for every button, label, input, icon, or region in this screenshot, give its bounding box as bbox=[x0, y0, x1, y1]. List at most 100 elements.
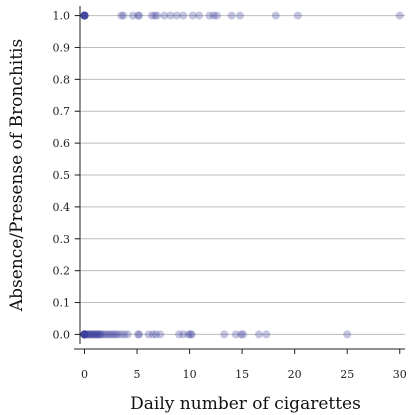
data-point bbox=[227, 11, 236, 20]
data-point bbox=[112, 330, 121, 339]
data-point bbox=[95, 330, 104, 339]
data-point bbox=[80, 330, 89, 339]
data-point bbox=[160, 11, 169, 20]
data-point bbox=[117, 11, 126, 20]
data-point bbox=[83, 330, 92, 339]
data-point bbox=[395, 11, 404, 20]
data-point bbox=[220, 330, 229, 339]
data-point bbox=[101, 330, 110, 339]
data-point bbox=[153, 11, 162, 20]
data-point bbox=[84, 330, 93, 339]
y-tick-label: 0.6 bbox=[53, 137, 71, 150]
y-tick-label: 0.4 bbox=[53, 201, 71, 214]
data-point bbox=[237, 330, 246, 339]
data-point bbox=[187, 330, 196, 339]
y-tick-label: 0.3 bbox=[53, 233, 71, 246]
data-point bbox=[119, 11, 128, 20]
data-point bbox=[144, 330, 153, 339]
data-point bbox=[123, 330, 132, 339]
data-point bbox=[85, 330, 94, 339]
data-point bbox=[254, 330, 263, 339]
data-point bbox=[271, 11, 280, 20]
data-point bbox=[151, 330, 160, 339]
data-point bbox=[80, 330, 89, 339]
data-point bbox=[184, 330, 193, 339]
y-tick-label: 0.0 bbox=[53, 328, 71, 341]
data-point bbox=[179, 330, 188, 339]
data-point bbox=[195, 11, 204, 20]
data-point bbox=[150, 11, 159, 20]
x-tick-label: 25 bbox=[340, 368, 354, 381]
axes bbox=[74, 6, 405, 350]
y-tick-label: 0.9 bbox=[53, 41, 71, 54]
data-point bbox=[147, 11, 156, 20]
data-point bbox=[231, 330, 240, 339]
data-point bbox=[94, 330, 103, 339]
data-point bbox=[97, 330, 106, 339]
data-point bbox=[186, 330, 195, 339]
data-point bbox=[80, 11, 89, 20]
data-point bbox=[156, 330, 165, 339]
data-point bbox=[80, 11, 89, 20]
y-tick-label: 0.7 bbox=[53, 105, 71, 118]
data-point bbox=[88, 330, 97, 339]
data-point bbox=[239, 330, 248, 339]
data-points bbox=[80, 11, 404, 339]
data-point bbox=[91, 330, 100, 339]
data-point bbox=[179, 11, 188, 20]
data-point bbox=[107, 330, 116, 339]
y-tick-label: 0.8 bbox=[53, 73, 71, 86]
data-point bbox=[109, 330, 118, 339]
data-point bbox=[175, 330, 184, 339]
data-point bbox=[105, 330, 114, 339]
data-point bbox=[80, 330, 89, 339]
data-point bbox=[134, 11, 143, 20]
data-point bbox=[120, 330, 129, 339]
data-point bbox=[86, 330, 95, 339]
data-point bbox=[209, 11, 218, 20]
y-tick-label: 0.1 bbox=[53, 297, 71, 310]
data-point bbox=[134, 330, 143, 339]
x-axis-title: Daily number of cigarettes bbox=[130, 394, 361, 414]
data-point bbox=[82, 330, 91, 339]
x-tick-label: 5 bbox=[134, 368, 141, 381]
data-point bbox=[212, 11, 221, 20]
data-point bbox=[80, 330, 89, 339]
data-point bbox=[80, 330, 89, 339]
x-tick-label: 20 bbox=[288, 368, 302, 381]
data-point bbox=[93, 330, 102, 339]
data-point bbox=[262, 330, 271, 339]
data-point bbox=[135, 11, 144, 20]
y-tick-label: 0.5 bbox=[53, 169, 71, 182]
data-point bbox=[80, 11, 89, 20]
data-point bbox=[80, 330, 89, 339]
data-point bbox=[172, 11, 181, 20]
data-point bbox=[80, 330, 89, 339]
data-point bbox=[205, 11, 214, 20]
data-point bbox=[135, 330, 144, 339]
ticks: 0.0 0.1 0.2 0.3 0.4 0.5 0.6 0.7 0.8 0.9 1.0 0 5 10 15 2… bbox=[53, 10, 407, 381]
y-tick-label: 1.0 bbox=[53, 10, 71, 23]
x-tick-label: 10 bbox=[183, 368, 197, 381]
data-point bbox=[92, 330, 101, 339]
data-point bbox=[293, 11, 302, 20]
data-point bbox=[80, 11, 89, 20]
data-point bbox=[114, 330, 123, 339]
data-point bbox=[117, 330, 126, 339]
data-point bbox=[80, 11, 89, 20]
data-point bbox=[103, 330, 112, 339]
data-point bbox=[236, 11, 245, 20]
data-point bbox=[128, 11, 137, 20]
data-point bbox=[343, 330, 352, 339]
data-point bbox=[148, 330, 157, 339]
data-point bbox=[80, 330, 89, 339]
data-point bbox=[80, 330, 89, 339]
data-point bbox=[87, 330, 96, 339]
data-point bbox=[80, 11, 89, 20]
data-point bbox=[80, 330, 89, 339]
data-point bbox=[80, 11, 89, 20]
data-point bbox=[166, 11, 175, 20]
x-tick-label: 15 bbox=[235, 368, 249, 381]
data-point bbox=[99, 330, 108, 339]
